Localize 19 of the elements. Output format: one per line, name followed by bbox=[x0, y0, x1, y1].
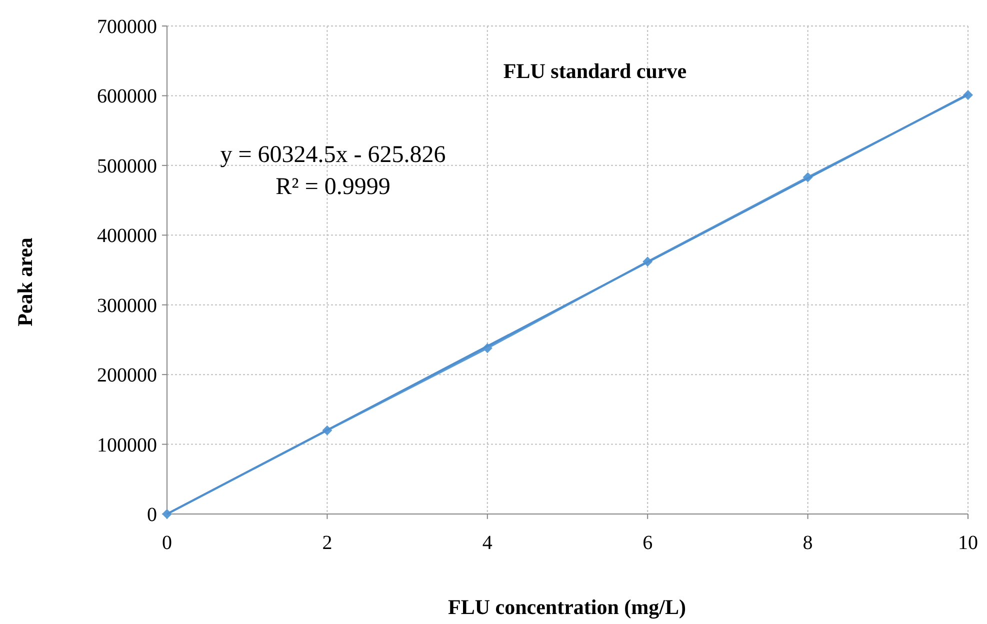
x-tick-label: 10 bbox=[958, 532, 978, 554]
x-tick-label: 0 bbox=[162, 532, 172, 554]
x-tick-label: 6 bbox=[642, 532, 653, 554]
y-tick-label: 400000 bbox=[97, 225, 157, 248]
y-axis-title: Peak area bbox=[13, 237, 37, 326]
y-tick-label: 700000 bbox=[97, 16, 157, 38]
annotation: R² = 0.9999 bbox=[276, 174, 390, 200]
x-axis-title: FLU concentration (mg/L) bbox=[448, 595, 686, 619]
x-tick-label: 8 bbox=[802, 532, 813, 554]
annotation: y = 60324.5x - 625.826 bbox=[220, 142, 446, 168]
y-tick-label: 300000 bbox=[97, 294, 157, 317]
x-tick-label: 4 bbox=[482, 532, 492, 554]
text: FLU standard curve bbox=[503, 59, 687, 83]
y-tick-label: 0 bbox=[147, 504, 157, 526]
y-tick-label: 200000 bbox=[97, 364, 157, 387]
y-tick-label: 600000 bbox=[97, 86, 157, 108]
y-tick-label: 500000 bbox=[97, 155, 157, 178]
y-tick-label: 100000 bbox=[97, 434, 157, 456]
x-tick-label: 2 bbox=[322, 532, 332, 554]
